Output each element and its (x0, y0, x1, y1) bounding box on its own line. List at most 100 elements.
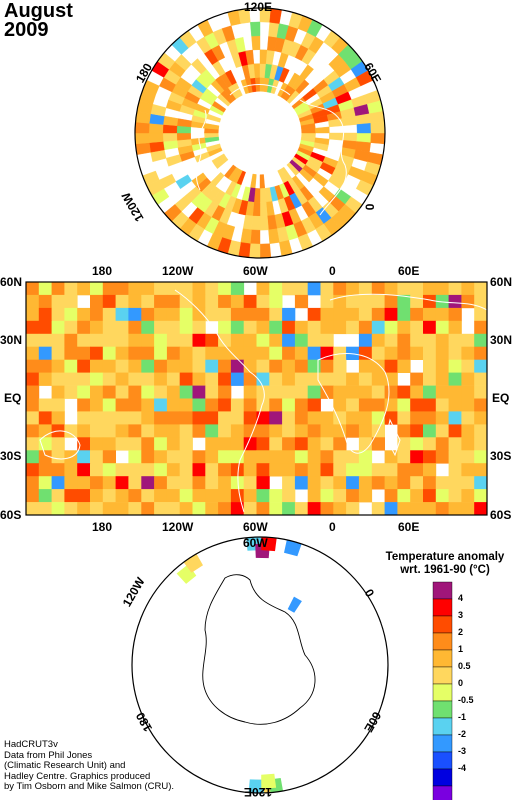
grid-cell (294, 294, 309, 309)
credit-text: HadCRUT3v Data from Phil Jones (Climatic… (4, 739, 174, 793)
grid-cell (333, 282, 347, 296)
grid-cell (333, 450, 347, 464)
equirect-frame (25, 281, 488, 516)
grid-cell (346, 450, 360, 464)
grid-cell (128, 437, 142, 451)
grid-cell (307, 489, 321, 503)
legend-tick-label: 2 (458, 627, 464, 637)
grid-cell (179, 385, 193, 399)
north-polar-cells (135, 8, 385, 258)
grid-cell (38, 294, 52, 309)
polar-cell (299, 168, 314, 183)
grid-cell (205, 294, 219, 309)
grid-cell (205, 372, 219, 386)
grid-cell (333, 502, 347, 515)
grid-cell (192, 385, 206, 399)
grid-cell (243, 333, 257, 348)
grid-cell (384, 320, 398, 335)
polar-cell (176, 132, 192, 141)
grid-cell (230, 359, 245, 373)
grid-cell (205, 489, 219, 503)
grid-cell (51, 385, 65, 399)
grid-cell (51, 320, 65, 335)
grid-cell (77, 333, 91, 348)
grid-cell (346, 282, 360, 296)
grid-cell (38, 424, 52, 438)
grid-cell (38, 463, 52, 477)
grid-cell (294, 450, 309, 464)
grid-cell (192, 463, 206, 477)
polar-cell (313, 142, 329, 152)
grid-cell (346, 307, 360, 322)
grid-cell (461, 346, 475, 360)
grid-cell (77, 424, 91, 438)
grid-cell (397, 476, 411, 490)
polar-cell (194, 151, 210, 163)
grid-cell (128, 463, 142, 477)
grid-cell (64, 385, 78, 399)
grid-cell (333, 489, 347, 503)
legend-swatch (432, 700, 453, 719)
grid-cell (384, 476, 398, 490)
grid-cell (90, 372, 104, 386)
grid-cell (166, 424, 181, 438)
grid-cell (461, 476, 475, 490)
grid-cell (26, 502, 40, 515)
equirect-right-label: 60N (490, 275, 512, 289)
grid-cell (154, 359, 168, 373)
grid-cell (166, 411, 181, 425)
grid-cell (384, 333, 398, 348)
grid-cell (435, 385, 449, 399)
polar-cell (265, 201, 275, 217)
grid-cell (128, 385, 142, 399)
grid-cell (371, 294, 385, 309)
grid-cell (77, 489, 91, 503)
grid-cell (435, 476, 449, 490)
grid-cell (102, 372, 116, 386)
grid-cell (192, 411, 206, 425)
south-label-top: 60W (243, 536, 268, 550)
grid-cell (320, 359, 334, 373)
grid-cell (256, 333, 270, 348)
grid-cell (205, 333, 219, 348)
grid-cell (230, 320, 245, 335)
grid-cell (77, 346, 91, 360)
grid-cell (38, 346, 52, 360)
equirect-top-label: 60W (243, 264, 268, 278)
grid-cell (26, 372, 40, 386)
grid-cell (243, 489, 257, 503)
grid-cell (218, 333, 232, 348)
grid-cell (384, 372, 398, 386)
grid-cell (269, 359, 283, 373)
grid-cell (115, 424, 129, 438)
grid-cell (77, 463, 91, 477)
grid-cell (435, 282, 449, 296)
grid-cell (218, 294, 232, 309)
legend-swatch (432, 768, 453, 787)
grid-cell (90, 307, 104, 322)
grid-cell (218, 476, 232, 490)
polar-cell (204, 123, 220, 130)
grid-cell (307, 411, 321, 425)
grid-cell (115, 411, 129, 425)
legend-tick-label: -3 (458, 746, 467, 756)
polar-cell (370, 121, 385, 134)
grid-cell (26, 320, 40, 335)
south-polar-boundary (131, 536, 389, 794)
grid-cell (474, 476, 487, 490)
grid-cell (397, 450, 411, 464)
grid-cell (461, 333, 475, 348)
grid-cell (358, 359, 373, 373)
grid-cell (26, 282, 40, 296)
grid-cell (269, 385, 283, 399)
grid-cell (102, 294, 116, 309)
grid-cell (384, 411, 398, 425)
grid-cell (102, 463, 116, 477)
grid-cell (141, 476, 155, 490)
grid-cell (90, 450, 104, 464)
grid-cell (205, 307, 219, 322)
grid-cell (179, 437, 193, 451)
grid-cell (51, 372, 65, 386)
grid-cell (358, 463, 373, 477)
grid-cell (90, 359, 104, 373)
